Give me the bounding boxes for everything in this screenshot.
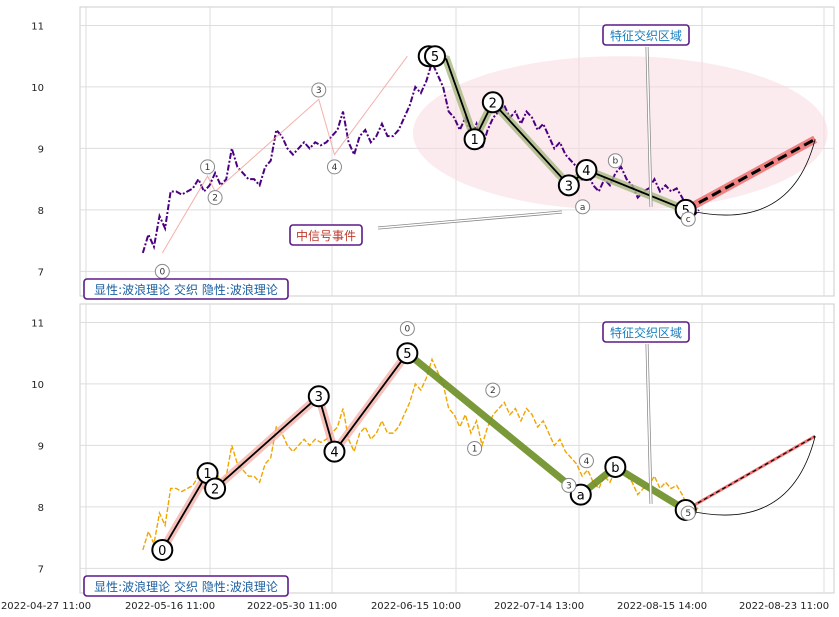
price-line [141, 59, 700, 254]
y-tick-label: 11 [31, 21, 44, 32]
minor-marker-label: 2 [490, 386, 496, 396]
wave-marker-label: 2 [211, 482, 219, 497]
x-tick-label: 2022-04-27 11:00 [1, 601, 91, 612]
wave-marker [396, 342, 419, 365]
projection-line [685, 435, 816, 511]
wave-marker [151, 538, 174, 561]
wave-marker-label: 4 [330, 446, 338, 461]
minor-marker [399, 321, 415, 337]
mid-signal-arrow-inner [377, 211, 563, 229]
x-tick-label: 2022-05-16 11:00 [125, 601, 215, 612]
wave-marker [204, 477, 227, 500]
secondary-wave [161, 55, 408, 254]
y-tick-label: 8 [38, 503, 44, 514]
y-tick-label: 7 [38, 564, 44, 575]
minor-marker-label: 5 [685, 509, 691, 519]
wave-marker-label: 2 [489, 96, 497, 111]
projection-curve [685, 139, 816, 216]
feature-zone-label: 特征交织区域 [610, 28, 682, 43]
minor-marker [311, 82, 327, 98]
x-tick-label: 2022-08-23 11:00 [739, 601, 829, 612]
wave-marker-label: b [611, 461, 619, 476]
y-tick-label: 9 [38, 144, 44, 155]
wave-marker [323, 440, 346, 463]
minor-marker [326, 159, 342, 175]
minor-marker-label: 3 [316, 86, 322, 96]
minor-marker-label: 4 [332, 163, 338, 173]
x-tick-label: 2022-08-15 14:00 [617, 601, 707, 612]
wave-marker-label: 5 [682, 204, 690, 219]
wave-marker-label: 4 [582, 164, 590, 179]
wave-marker-label: a [577, 489, 585, 504]
wave-marker-label: 5 [403, 347, 411, 362]
minor-marker [680, 505, 696, 521]
feature-zone-box [602, 24, 690, 46]
wave-marker [463, 128, 486, 151]
minor-marker-label: 2 [212, 194, 218, 204]
plot-area-bottom [79, 303, 835, 594]
wave-marker [481, 91, 504, 114]
minor-marker [607, 153, 623, 169]
y-tick-label: 10 [31, 83, 44, 94]
x-tick-label: 2022-05-30 11:00 [247, 601, 337, 612]
feature-ellipse [413, 56, 828, 210]
minor-marker-label: c [686, 215, 691, 225]
wave-marker-label: 0 [158, 544, 166, 559]
wave-marker [557, 174, 580, 197]
minor-marker-label: 4 [584, 457, 590, 467]
projection-curve [685, 436, 816, 516]
mid-signal-box [289, 224, 363, 246]
feature-zone-label: 特征交织区域 [610, 325, 682, 340]
legend-label: 显性:波浪理论 交织 隐性:波浪理论 [94, 579, 278, 594]
mid-signal-label: 中信号事件 [296, 228, 356, 243]
feature-zone-box [602, 321, 690, 343]
projection-line [684, 137, 816, 212]
minor-marker [200, 159, 216, 175]
minor-marker-label: 1 [205, 163, 211, 173]
feature-zone-arrow-inner [646, 46, 652, 207]
wave-marker-label: 3 [565, 179, 573, 194]
minor-marker-label: 1 [472, 445, 478, 455]
minor-marker [578, 453, 594, 469]
minor-marker-label: 0 [404, 325, 410, 335]
wave-marker-label: 3 [315, 390, 323, 405]
legend-box [83, 278, 289, 300]
minor-marker [467, 441, 483, 456]
y-tick-label: 11 [31, 318, 44, 329]
feature-zone-arrow-inner [646, 343, 652, 504]
wave-marker-label: 1 [203, 467, 211, 482]
y-tick-label: 7 [38, 267, 44, 278]
legend-label: 显性:波浪理论 交织 隐性:波浪理论 [94, 282, 278, 297]
wave-marker [307, 385, 330, 408]
y-tick-label: 10 [31, 380, 44, 391]
x-tick-label: 2022-07-14 13:00 [494, 601, 584, 612]
x-tick-label: 2022-06-15 10:00 [371, 601, 461, 612]
y-tick-label: 9 [38, 441, 44, 452]
wave-marker [424, 45, 447, 68]
minor-marker [207, 190, 223, 206]
y-tick-label: 8 [38, 206, 44, 217]
wave-marker [575, 158, 598, 181]
minor-marker-label: a [580, 203, 586, 213]
legend-box [83, 575, 289, 597]
minor-marker [680, 211, 696, 227]
wave-marker-label: 1 [470, 133, 478, 148]
primary-wave [161, 352, 409, 551]
minor-marker-label: b [612, 157, 618, 167]
minor-marker [561, 477, 577, 493]
wave-marker [604, 455, 627, 478]
minor-marker-label: 3 [566, 481, 572, 491]
minor-marker-label: 0 [159, 267, 165, 277]
minor-marker [485, 382, 501, 398]
minor-marker [575, 199, 591, 215]
wave-marker [569, 483, 592, 506]
wave-marker-label: 5 [431, 50, 439, 65]
